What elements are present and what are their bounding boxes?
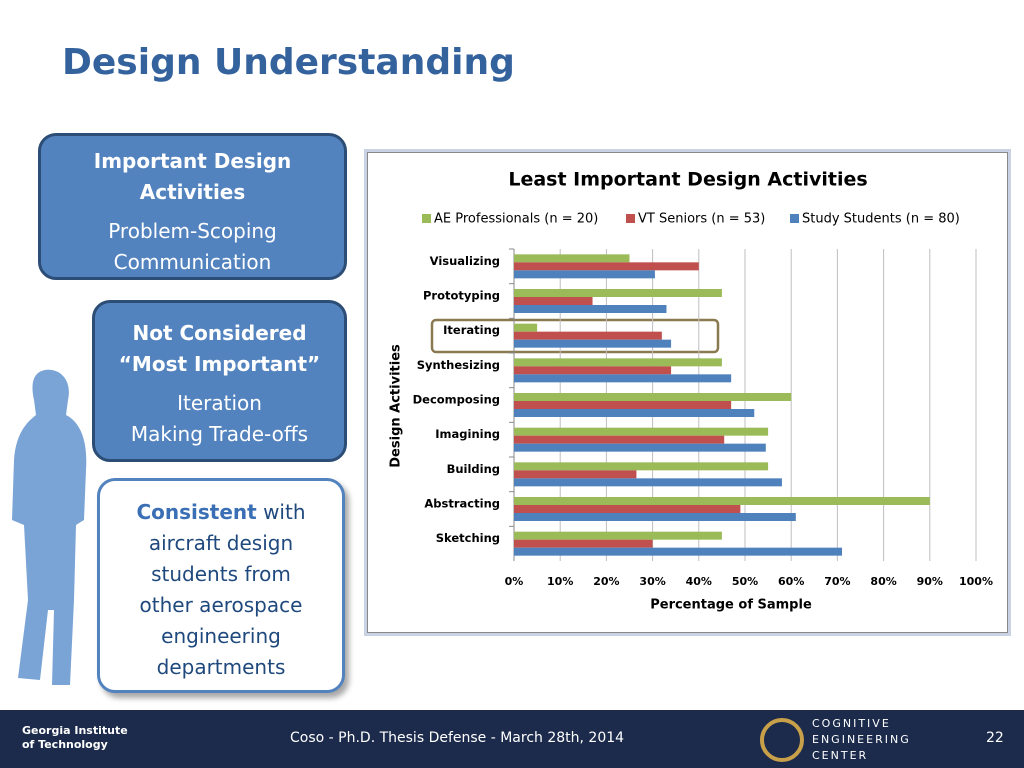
- bar: [514, 358, 722, 367]
- x-axis-title: Percentage of Sample: [650, 598, 812, 613]
- gt-logo: Georgia Institute of Technology: [22, 724, 128, 751]
- x-tick-label: 70%: [824, 575, 850, 588]
- box-heading: Important Design Activities: [93, 149, 292, 204]
- silhouette: [12, 369, 87, 685]
- bar: [514, 289, 722, 297]
- logo-line: Engineering: [812, 733, 911, 746]
- x-tick-label: 10%: [547, 575, 573, 588]
- bar: [514, 497, 930, 505]
- bar: [514, 462, 769, 471]
- bar: [514, 539, 653, 548]
- x-tick-label: 60%: [778, 575, 804, 588]
- box-heading: Not Considered “Most Important”: [118, 321, 321, 376]
- x-tick-label: 30%: [639, 575, 665, 588]
- y-tick-label: Building: [447, 462, 500, 476]
- logo-line: Cognitive: [812, 717, 891, 730]
- logo-ring: [760, 718, 804, 762]
- logo-line: Center: [812, 749, 869, 762]
- person-shape: [12, 369, 87, 685]
- legend-label: Study Students (n = 80): [802, 212, 960, 227]
- bar: [514, 547, 843, 556]
- box-item: Making Trade-offs: [130, 422, 309, 446]
- not-considered-box: Not Considered “Most Important” Iteratio…: [92, 300, 347, 462]
- box-item: Iteration: [177, 391, 262, 415]
- y-tick-label: Abstracting: [424, 497, 500, 511]
- legend-label: AE Professionals (n = 20): [434, 212, 598, 227]
- bar: [514, 270, 655, 279]
- bar: [514, 262, 699, 271]
- bar: [514, 374, 732, 383]
- legend-swatch: [422, 214, 431, 223]
- bar: [514, 331, 662, 340]
- emphasis: Consistent: [136, 500, 257, 524]
- bar: [514, 531, 722, 540]
- bar: [514, 401, 732, 409]
- chart-title: Least Important Design Activities: [508, 169, 867, 191]
- slide-title: Design Understanding: [62, 42, 515, 83]
- legend-swatch: [790, 214, 799, 223]
- y-tick-label: Visualizing: [430, 254, 500, 268]
- bar: [514, 254, 630, 263]
- box-item: Problem-Scoping: [108, 219, 277, 243]
- x-tick-label: 40%: [686, 575, 712, 588]
- y-tick-label: Imagining: [435, 427, 500, 441]
- y-tick-label: Decomposing: [413, 393, 500, 407]
- chart-panel: Least Important Design Activities Percen…: [367, 152, 1008, 633]
- footer-text: Coso - Ph.D. Thesis Defense - March 28th…: [290, 730, 625, 746]
- chart: Least Important Design Activities Percen…: [389, 169, 993, 613]
- x-tick-label: 0%: [505, 575, 524, 588]
- y-tick-label: Iterating: [443, 323, 500, 337]
- legend-label: VT Seniors (n = 53): [638, 212, 765, 227]
- bar: [514, 305, 667, 313]
- bar: [514, 443, 766, 452]
- bar: [514, 435, 725, 444]
- y-tick-label: Sketching: [436, 531, 500, 545]
- bar: [514, 339, 672, 348]
- bar: [514, 366, 672, 375]
- y-tick-label: Synthesizing: [417, 358, 500, 372]
- legend-swatch: [626, 214, 635, 223]
- bar: [514, 427, 769, 436]
- x-tick-label: 80%: [870, 575, 896, 588]
- x-tick-label: 50%: [732, 575, 758, 588]
- x-tick-label: 100%: [959, 575, 993, 588]
- bar: [514, 297, 593, 305]
- bar: [514, 323, 538, 332]
- box-text: with aircraft design students from other…: [139, 500, 306, 679]
- box-item: Communication: [113, 250, 272, 274]
- consistent-box: Consistent with aircraft design students…: [97, 478, 345, 693]
- cec-logo: Cognitive Engineering Center: [812, 716, 911, 764]
- bar: [514, 505, 741, 513]
- highlight-box: [430, 318, 720, 354]
- y-axis-title: Design Activities: [389, 344, 404, 468]
- cec-logo-mark: [760, 718, 804, 762]
- bar: [514, 393, 792, 401]
- bar: [514, 470, 637, 479]
- bar: [514, 513, 796, 521]
- x-tick-label: 90%: [917, 575, 943, 588]
- bar: [514, 478, 782, 487]
- x-tick-label: 20%: [593, 575, 619, 588]
- footer: Georgia Institute of Technology Coso - P…: [0, 710, 1024, 768]
- bar: [514, 409, 755, 417]
- important-box: Important Design Activities Problem-Scop…: [38, 133, 347, 280]
- page-number: 22: [986, 730, 1004, 746]
- y-tick-label: Prototyping: [423, 289, 500, 303]
